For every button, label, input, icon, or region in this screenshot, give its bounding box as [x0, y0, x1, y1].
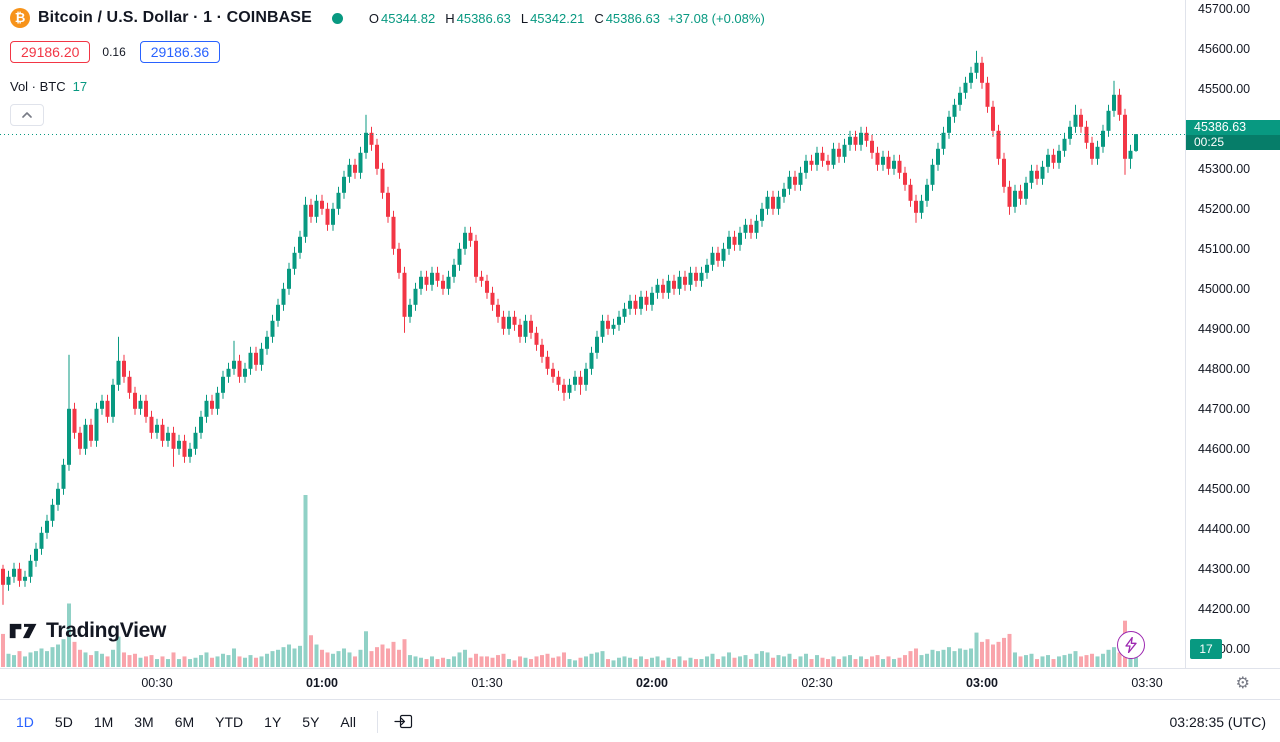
last-price-value: 45386.63 — [1194, 120, 1247, 135]
price-axis-label: 45300.00 — [1198, 161, 1251, 176]
low-value: 45342.21 — [530, 10, 585, 26]
time-axis-label: 03:00 — [966, 676, 998, 690]
range-button-5d[interactable]: 5D — [55, 710, 73, 734]
tradingview-watermark[interactable]: TradingView — [8, 618, 166, 644]
last-price-badge: 45386.63 00:25 — [1186, 120, 1280, 151]
quick-trade-button[interactable] — [1117, 631, 1145, 659]
bitcoin-icon: ₿ — [10, 8, 30, 28]
go-to-date-icon — [394, 712, 413, 731]
price-axis-label: 44400.00 — [1198, 521, 1251, 536]
time-axis-label: 02:30 — [801, 676, 833, 690]
volume-indicator-value: 17 — [72, 79, 88, 94]
symbol-row: ₿ Bitcoin / U.S. Dollar · 1 · COINBASE O… — [10, 6, 765, 30]
go-to-date-button[interactable] — [392, 710, 415, 733]
time-axis[interactable]: ⚙ 00:30 01:00 01:30 02:00 02:30 03:00 03:30 — [0, 668, 1280, 700]
price-axis-label: 44200.00 — [1198, 601, 1251, 616]
bottom-toolbar: 1D 5D 1M 3M 6M YTD 1Y 5Y All 03:28:35 (UTC) — [0, 699, 1280, 742]
price-axis-label: 45500.00 — [1198, 81, 1251, 96]
change-value: +37.08 (+0.08%) — [667, 10, 765, 26]
collapse-legend-button[interactable] — [10, 104, 44, 126]
range-button-1m[interactable]: 1M — [94, 710, 113, 734]
candlestick-canvas[interactable] — [0, 0, 1185, 668]
tradingview-logo-icon — [8, 618, 40, 644]
time-axis-label: 02:00 — [636, 676, 668, 690]
time-axis-label: 01:30 — [471, 676, 503, 690]
range-button-6m[interactable]: 6M — [175, 710, 194, 734]
price-axis-label: 45200.00 — [1198, 201, 1251, 216]
lightning-icon — [1125, 637, 1137, 653]
trade-buttons-row: 29186.20 0.16 29186.36 — [10, 39, 765, 65]
ohlc-values: O 45344.82 H 45386.63 L 45342.21 C 45386.63 … — [369, 11, 765, 26]
range-button-1d[interactable]: 1D — [16, 710, 34, 734]
low-label: L — [520, 10, 529, 26]
open-value: 45344.82 — [380, 10, 436, 26]
range-button-3m[interactable]: 3M — [134, 710, 153, 734]
volume-indicator-row: Vol · BTC 17 — [10, 79, 765, 94]
spread-value: 0.16 — [102, 45, 126, 59]
watermark-text: TradingView — [46, 619, 167, 642]
market-status-dot[interactable] — [331, 12, 343, 24]
symbol-title[interactable]: Bitcoin / U.S. Dollar · 1 · COINBASE — [38, 9, 312, 26]
price-axis-label: 45100.00 — [1198, 241, 1251, 256]
price-axis-label: 45700.00 — [1198, 1, 1251, 16]
price-axis-label: 44700.00 — [1198, 401, 1251, 416]
clock-display[interactable]: 03:28:35 (UTC) — [1169, 713, 1266, 730]
toolbar-divider — [376, 710, 378, 733]
volume-axis-badge: 17 — [1190, 639, 1222, 659]
price-axis[interactable]: 44100.00 44200.00 44300.00 44400.00 44500.00… — [1185, 0, 1280, 668]
range-button-all[interactable]: All — [340, 710, 356, 734]
price-axis-label: 44800.00 — [1198, 361, 1251, 376]
gear-icon[interactable]: ⚙ — [1235, 673, 1250, 692]
price-axis-label: 44300.00 — [1198, 561, 1251, 576]
chart-plot-area[interactable]: ₿ Bitcoin / U.S. Dollar · 1 · COINBASE O… — [0, 0, 1185, 668]
volume-indicator-label[interactable]: Vol · BTC — [10, 79, 66, 94]
bar-countdown-timer: 00:25 — [1186, 135, 1280, 151]
range-button-5y[interactable]: 5Y — [302, 710, 319, 734]
close-value: 45386.63 — [605, 10, 660, 26]
buy-price-button[interactable]: 29186.36 — [139, 41, 221, 63]
range-button-ytd[interactable]: YTD — [215, 710, 243, 734]
open-label: O — [368, 10, 379, 26]
price-axis-label: 44600.00 — [1198, 441, 1251, 456]
price-axis-label: 44900.00 — [1198, 321, 1251, 336]
chevron-up-icon — [22, 112, 32, 118]
price-axis-label: 45000.00 — [1198, 281, 1251, 296]
chart-legend: ₿ Bitcoin / U.S. Dollar · 1 · COINBASE O… — [10, 6, 765, 126]
price-axis-label: 45600.00 — [1198, 41, 1251, 56]
time-axis-label: 00:30 — [141, 676, 173, 690]
close-label: C — [594, 10, 604, 26]
price-axis-label: 44500.00 — [1198, 481, 1251, 496]
high-label: H — [445, 10, 455, 26]
range-button-1y[interactable]: 1Y — [264, 710, 281, 734]
high-value: 45386.63 — [456, 10, 511, 26]
time-axis-label: 01:00 — [306, 676, 338, 690]
time-axis-label: 03:30 — [1131, 676, 1163, 690]
date-range-buttons: 1D 5D 1M 3M 6M YTD 1Y 5Y All — [16, 710, 377, 734]
sell-price-button[interactable]: 29186.20 — [10, 41, 91, 63]
